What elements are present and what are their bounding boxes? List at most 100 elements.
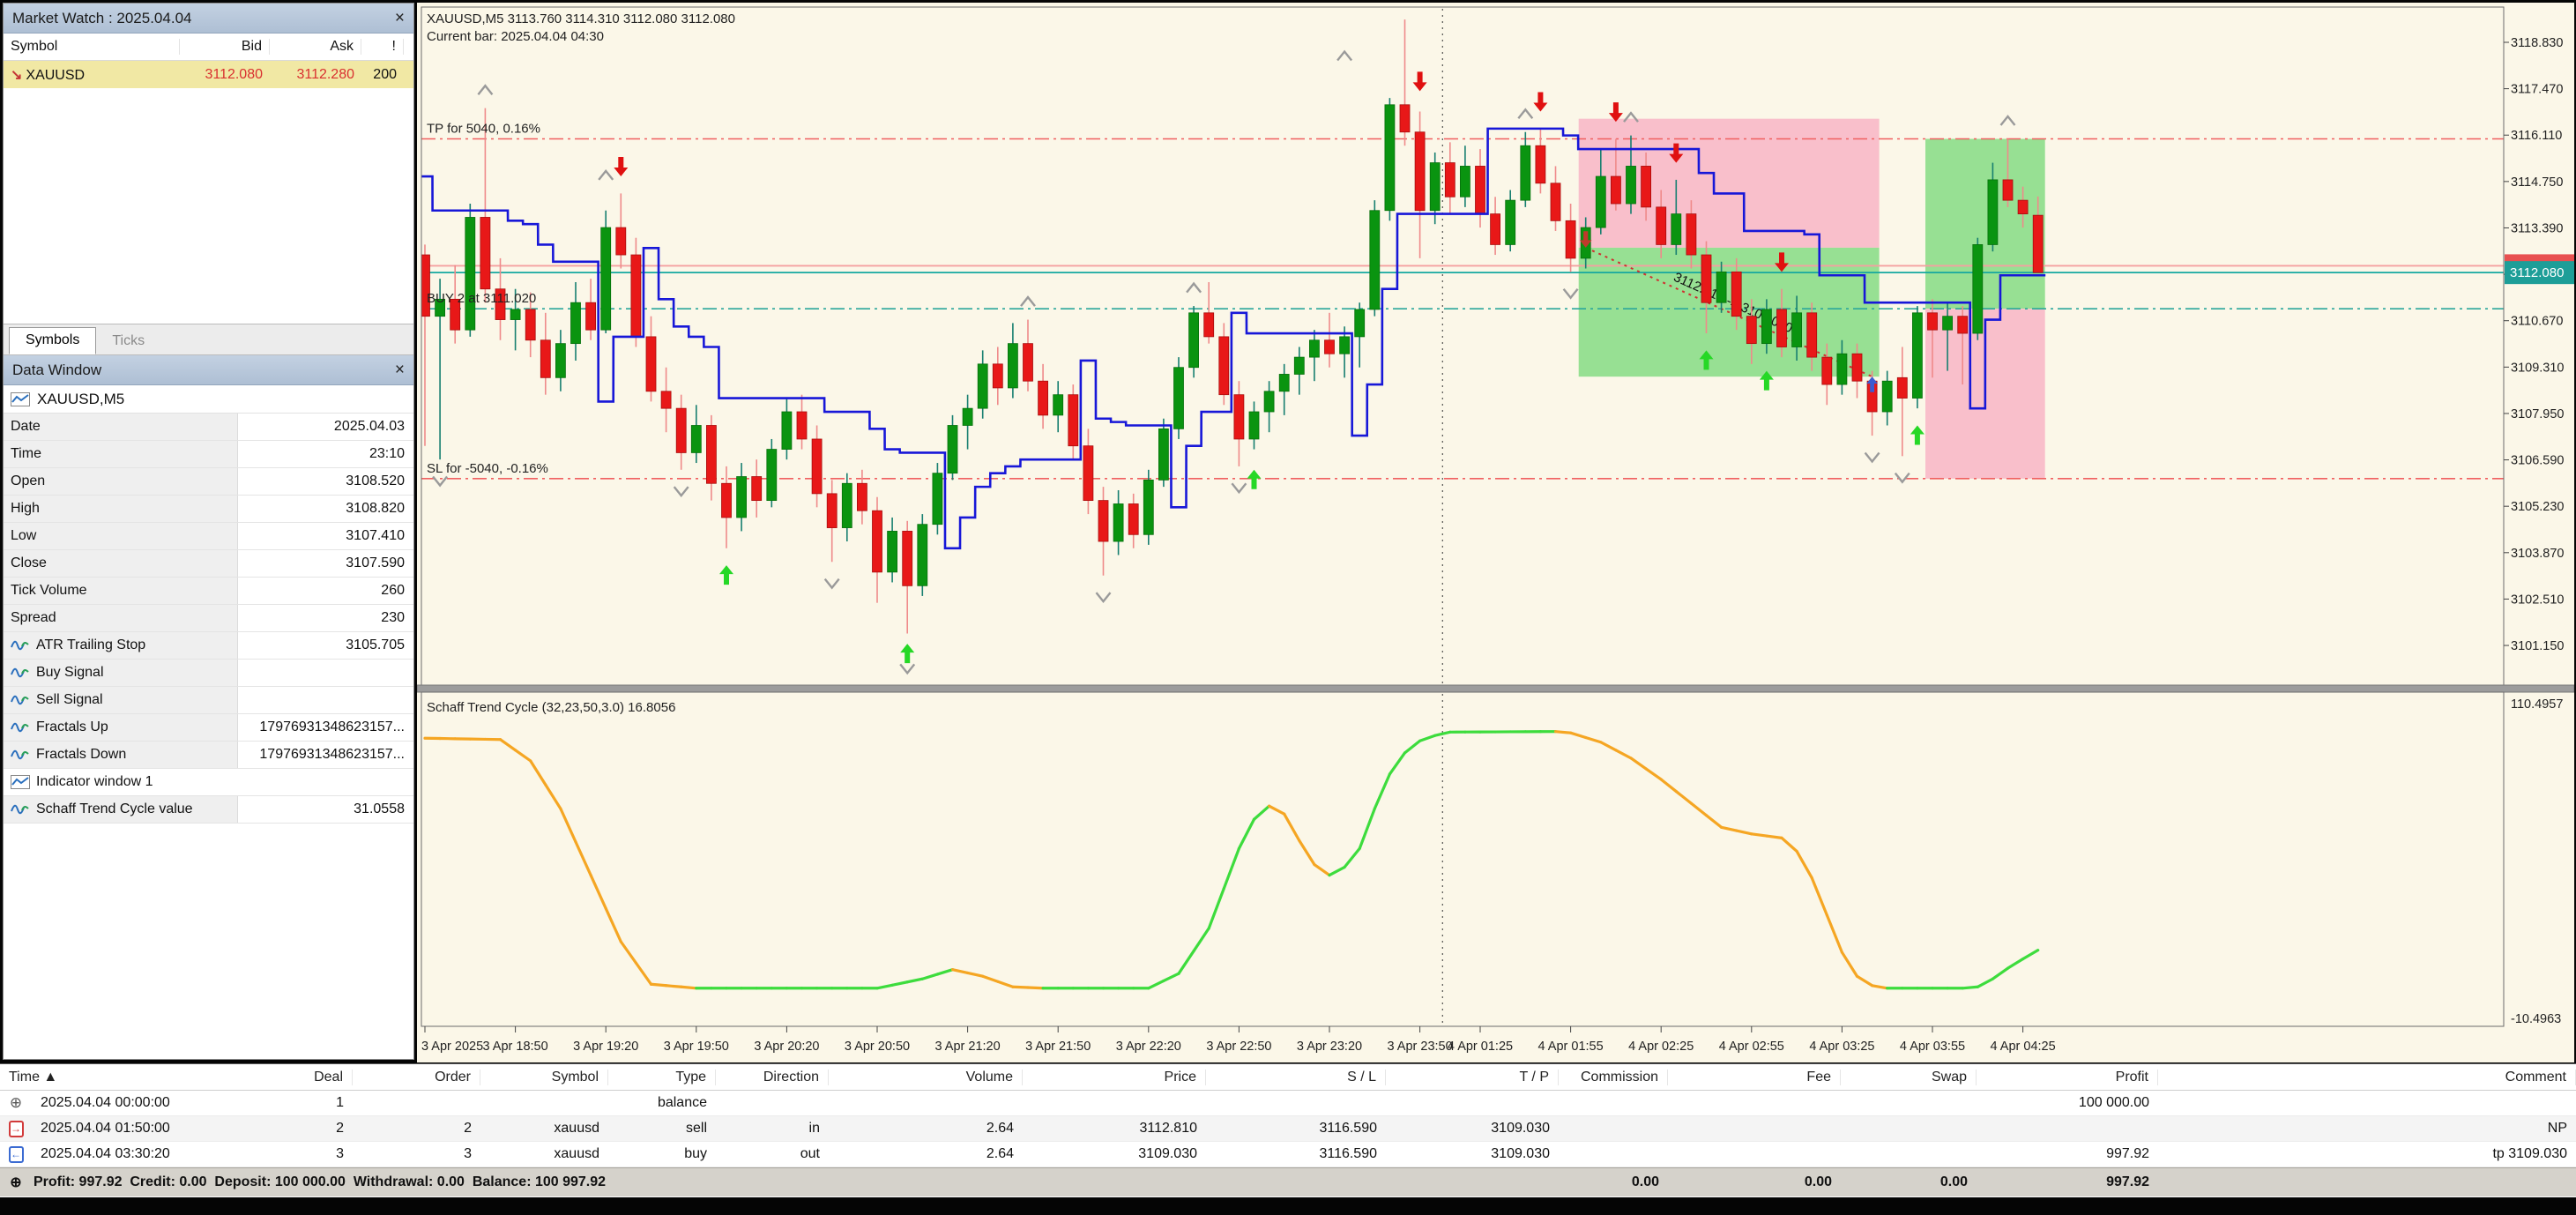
col-price[interactable]: Price bbox=[1023, 1069, 1206, 1085]
col-fee[interactable]: Fee bbox=[1668, 1069, 1841, 1085]
deal-row[interactable]: → 2025.04.04 01:50:00 2 2 xauusd sell in 2.64 31… bbox=[0, 1116, 2576, 1142]
col-symbol[interactable]: Symbol bbox=[4, 39, 180, 55]
cell-order: 2 bbox=[464, 1121, 472, 1136]
fractal-down-icon bbox=[1562, 287, 1579, 300]
data-window-row[interactable]: Low 3107.410 bbox=[4, 523, 413, 550]
candle-up bbox=[1158, 428, 1169, 481]
row-value bbox=[237, 660, 413, 686]
data-window-row[interactable]: Spread 230 bbox=[4, 605, 413, 632]
price-tick-label: 3106.590 bbox=[2511, 454, 2564, 468]
candle-down bbox=[2017, 199, 2029, 215]
buy-arrow-icon bbox=[1699, 350, 1714, 370]
price-pane[interactable]: 3112.810 -> 3109.030 bbox=[418, 9, 2505, 684]
col-commission[interactable]: Commission bbox=[1559, 1069, 1668, 1085]
data-window-row[interactable]: Schaff Trend Cycle value 31.0558 bbox=[4, 796, 413, 824]
candle-up bbox=[1173, 367, 1184, 429]
candle-up bbox=[1369, 210, 1381, 310]
candle-up bbox=[766, 449, 778, 502]
chart-canvas[interactable]: 3112.810 -> 3109.030TP for 5040, 0.16% SL… bbox=[417, 3, 2574, 1062]
data-window-row[interactable]: Indicator window 1 bbox=[4, 769, 413, 796]
col-bang[interactable]: ! bbox=[361, 39, 404, 55]
cell-sl: 3116.590 bbox=[1319, 1146, 1377, 1161]
chart-icon bbox=[11, 391, 30, 406]
candle-down bbox=[1611, 175, 1621, 205]
data-window-row[interactable]: Time 23:10 bbox=[4, 441, 413, 468]
data-window-row[interactable]: High 3108.820 bbox=[4, 496, 413, 523]
candle-down bbox=[1098, 500, 1109, 542]
stc-line-segment bbox=[1283, 812, 1301, 842]
row-value: 31.0558 bbox=[237, 796, 413, 823]
chart-window[interactable]: 3112.810 -> 3109.030TP for 5040, 0.16% SL… bbox=[417, 3, 2574, 1062]
candle-up bbox=[600, 227, 612, 331]
cell-direction: in bbox=[808, 1121, 820, 1136]
candle-down bbox=[811, 438, 823, 495]
col-deal[interactable]: Deal bbox=[229, 1069, 353, 1085]
stc-line-segment bbox=[935, 968, 955, 976]
data-window-row[interactable]: Fractals Down 17976931348623157... bbox=[4, 742, 413, 769]
indicator-wave-icon bbox=[11, 695, 29, 705]
stc-line-segment bbox=[920, 973, 940, 980]
candle-down bbox=[480, 217, 491, 290]
tab-symbols[interactable]: Symbols bbox=[9, 327, 97, 354]
col-sl[interactable]: S / L bbox=[1206, 1069, 1386, 1085]
stc-line-segment bbox=[1343, 846, 1361, 869]
deals-table-header: Time ▲ Deal Order Symbol Type Direction Volume… bbox=[0, 1064, 2576, 1091]
trade-connection-line bbox=[1585, 247, 1873, 378]
candle-up bbox=[736, 476, 747, 518]
tab-ticks[interactable]: Ticks bbox=[112, 333, 145, 348]
stc-indicator-pane[interactable] bbox=[423, 694, 2040, 1025]
price-tick-label: 3102.510 bbox=[2511, 593, 2564, 607]
stc-line-segment bbox=[1659, 778, 1678, 794]
close-icon[interactable]: × bbox=[394, 9, 405, 27]
deal-row[interactable]: ⊕ 2025.04.04 00:00:00 1 balance 100 000.00 bbox=[0, 1091, 2576, 1116]
col-ask[interactable]: Ask bbox=[270, 39, 361, 55]
col-volume[interactable]: Volume bbox=[829, 1069, 1023, 1085]
tp-line-label: TP for 5040, 0.16% bbox=[427, 121, 540, 136]
price-tick-label: 3117.470 bbox=[2511, 83, 2563, 97]
stc-line-segment bbox=[559, 807, 577, 844]
time-axis[interactable]: 3 Apr 2025 3 Apr 18:50 3 Apr 19:20 3 Apr 19… bbox=[421, 1026, 2056, 1054]
time-tick-label: 3 Apr 22:20 bbox=[1116, 1040, 1181, 1054]
col-time[interactable]: Time ▲ bbox=[9, 1069, 58, 1085]
col-order[interactable]: Order bbox=[353, 1069, 480, 1085]
pane-splitter[interactable] bbox=[417, 684, 2574, 693]
data-window-row[interactable]: Date 2025.04.03 bbox=[4, 414, 413, 441]
candle-down bbox=[2002, 179, 2014, 201]
stc-line-segment bbox=[1840, 950, 1859, 978]
time-tick-label: 4 Apr 03:25 bbox=[1809, 1040, 1874, 1054]
cell-time: 2025.04.04 03:30:20 bbox=[41, 1146, 170, 1161]
indicator-wave-icon bbox=[11, 749, 29, 760]
data-window-row[interactable]: ATR Trailing Stop 3105.705 bbox=[4, 632, 413, 660]
col-swap[interactable]: Swap bbox=[1841, 1069, 1977, 1085]
deal-row[interactable]: ← 2025.04.04 03:30:20 3 3 xauusd buy out 2.64 31… bbox=[0, 1142, 2576, 1167]
buy-line-label: BUY 2 at 3111.020 bbox=[427, 291, 536, 306]
col-direction[interactable]: Direction bbox=[716, 1069, 829, 1085]
time-tick-label: 4 Apr 02:25 bbox=[1628, 1040, 1694, 1054]
col-tp[interactable]: T / P bbox=[1386, 1069, 1559, 1085]
data-window-row[interactable]: Close 3107.590 bbox=[4, 550, 413, 578]
col-profit[interactable]: Profit bbox=[1977, 1069, 2158, 1085]
candle-up bbox=[1626, 166, 1636, 205]
data-window-titlebar[interactable]: Data Window × bbox=[4, 355, 413, 385]
candle-down bbox=[1444, 162, 1456, 198]
chart-icon bbox=[11, 775, 30, 789]
candle-down bbox=[1083, 445, 1094, 502]
bid-price-box bbox=[2505, 261, 2574, 285]
stc-line-segment bbox=[513, 749, 532, 763]
data-window-row[interactable]: Tick Volume 260 bbox=[4, 578, 413, 605]
data-window-row[interactable]: Sell Signal bbox=[4, 687, 413, 714]
col-symbol[interactable]: Symbol bbox=[480, 1069, 608, 1085]
price-axis[interactable]: 3118.830 3117.470 3116.110 3114.750 3113.390… bbox=[2504, 36, 2574, 1026]
data-window-row[interactable]: Open 3108.520 bbox=[4, 468, 413, 496]
data-window-row[interactable]: Fractals Up 17976931348623157... bbox=[4, 714, 413, 742]
col-type[interactable]: Type bbox=[608, 1069, 716, 1085]
candle-down bbox=[1851, 353, 1863, 382]
col-comment[interactable]: Comment bbox=[2158, 1069, 2576, 1085]
market-watch-titlebar[interactable]: Market Watch : 2025.04.04 × bbox=[4, 4, 413, 34]
market-watch-row-xauusd[interactable]: ↘ XAUUSD 3112.080 3112.280 200 bbox=[4, 61, 413, 88]
time-tick-label: 3 Apr 23:50 bbox=[1388, 1040, 1453, 1054]
close-icon[interactable]: × bbox=[394, 361, 405, 379]
stc-line-segment bbox=[1961, 985, 1979, 990]
col-bid[interactable]: Bid bbox=[180, 39, 270, 55]
data-window-row[interactable]: Buy Signal bbox=[4, 660, 413, 687]
